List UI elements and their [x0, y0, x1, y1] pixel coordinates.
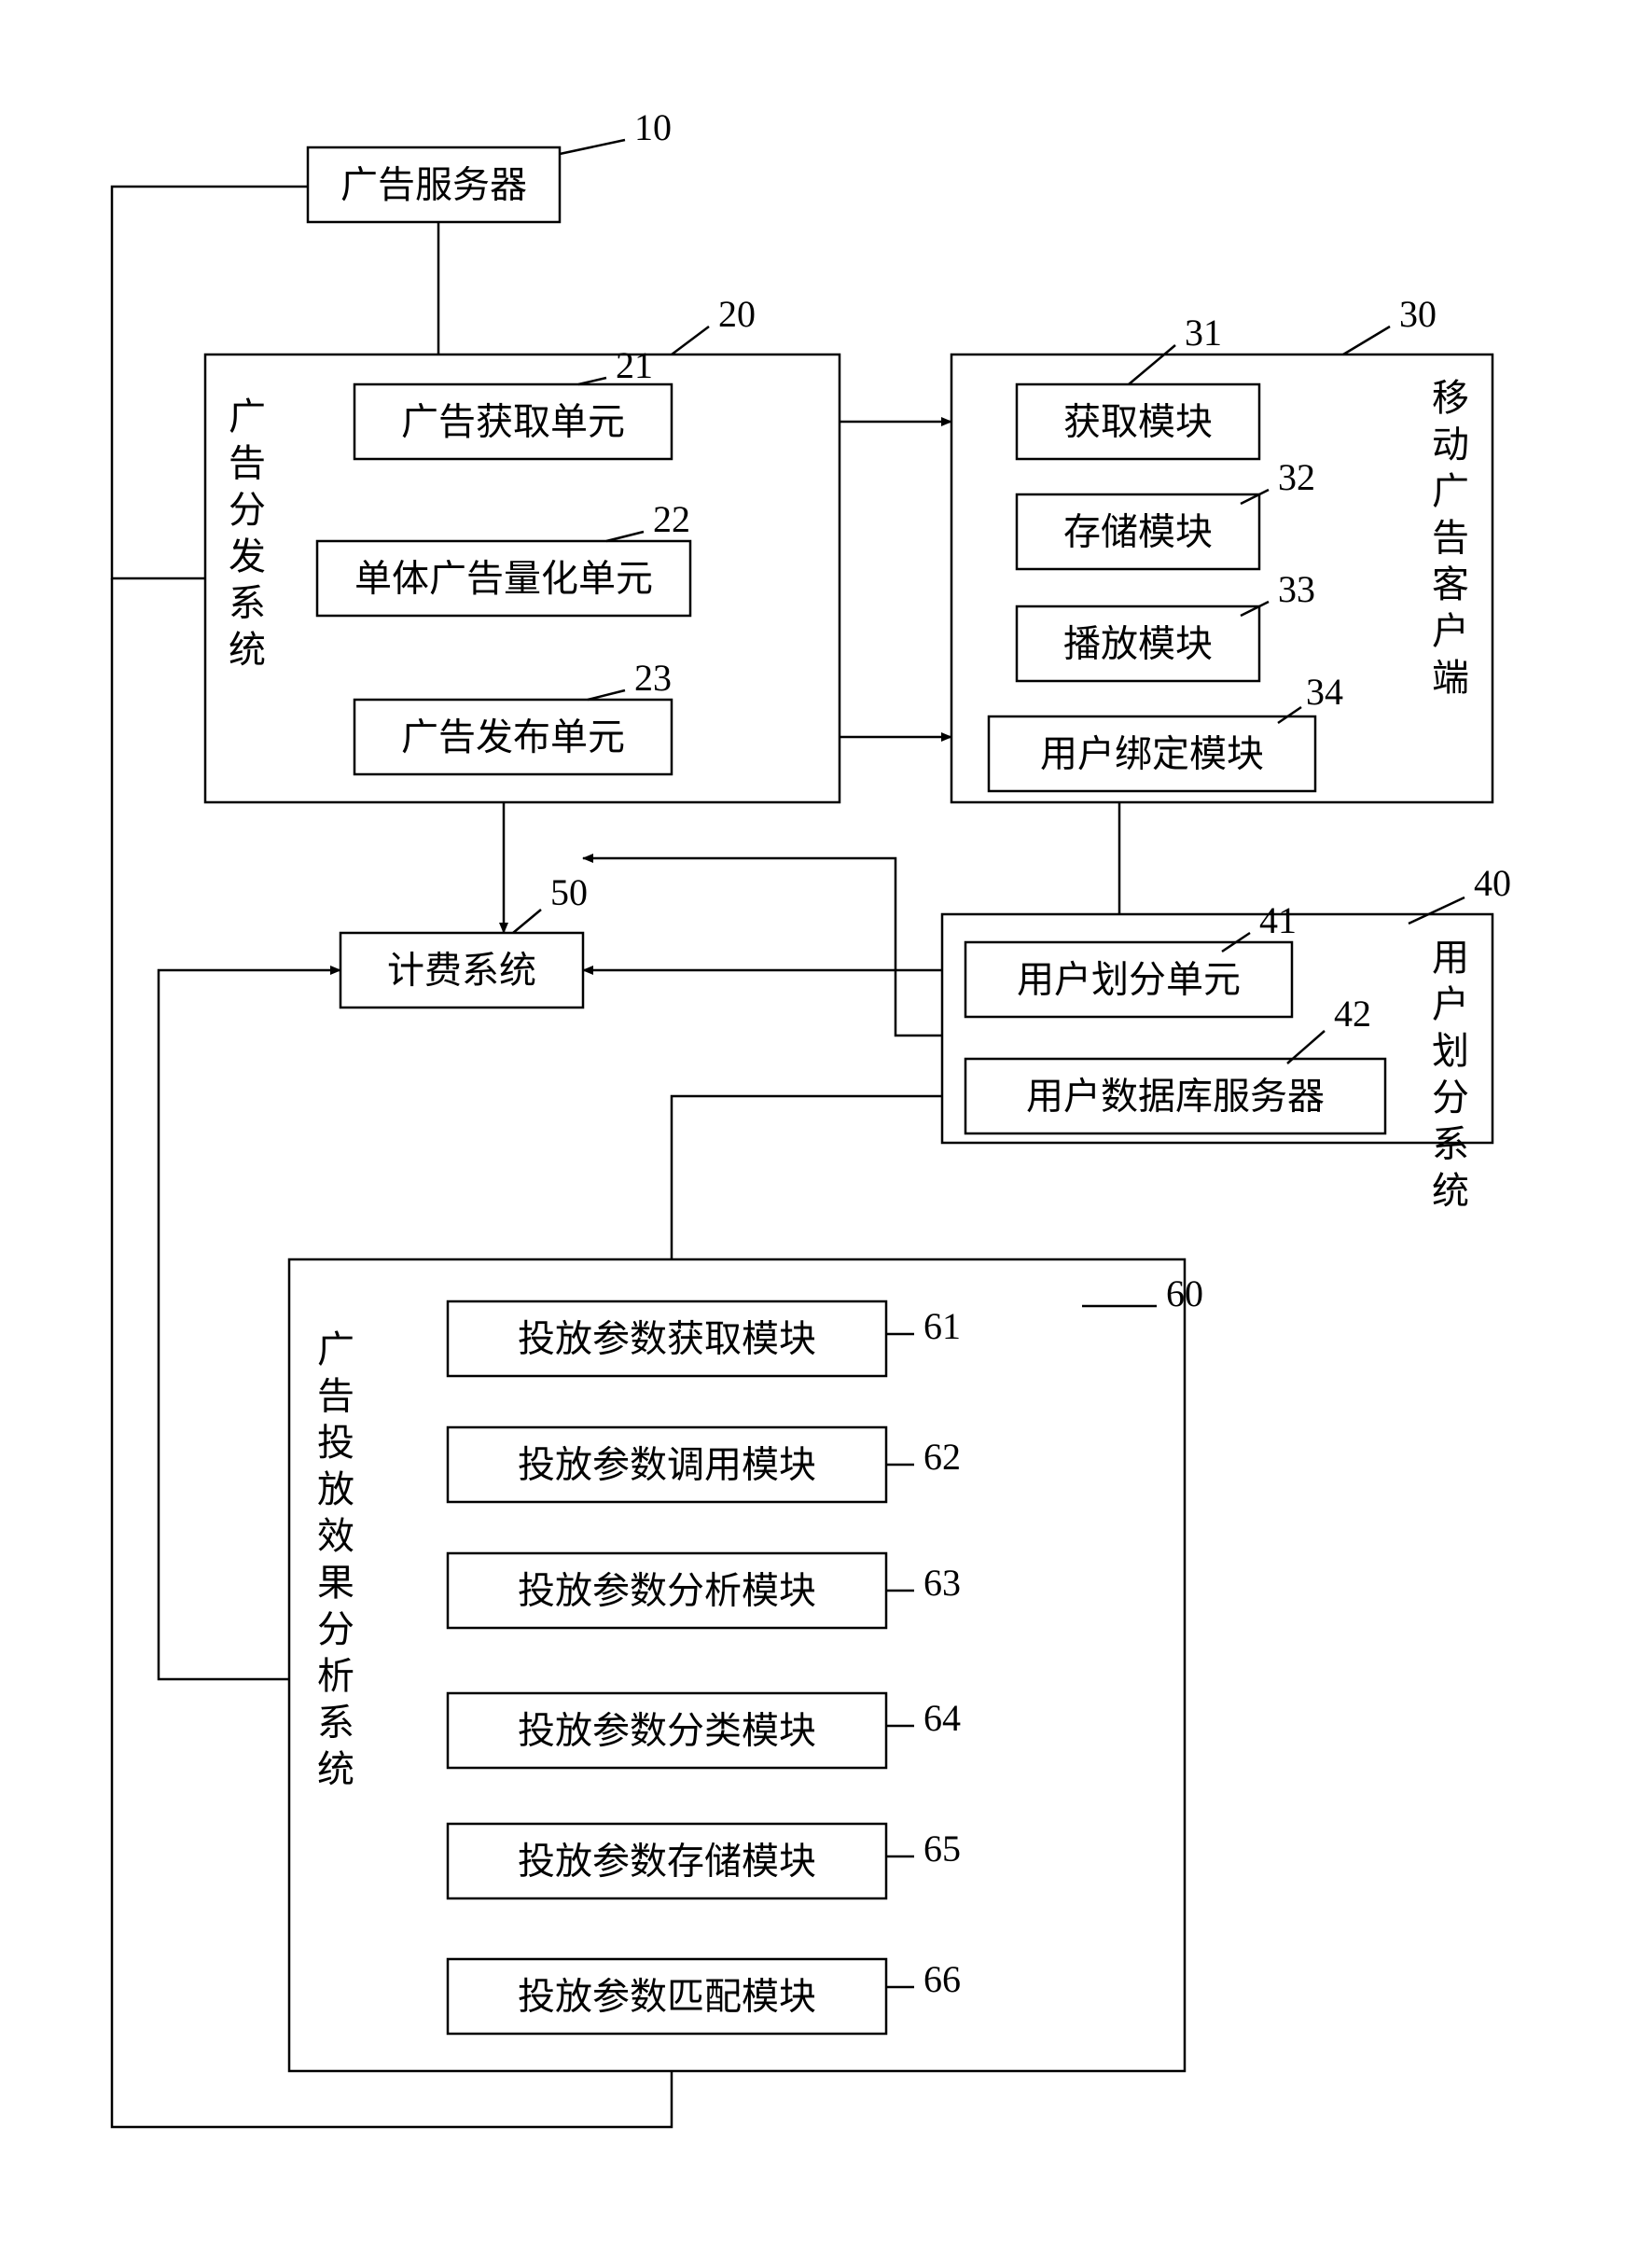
node-label-n34: 用户绑定模块: [1040, 733, 1264, 775]
leader-line: [560, 140, 625, 154]
diagram-canvas: 广告分发系统20移动广告客户端30用户划分系统40广告投放效果分析系统60广告服…: [0, 0, 1652, 2252]
node-number-n10: 10: [634, 106, 672, 148]
node-label-n61: 投放参数获取模块: [518, 1318, 816, 1360]
node-label-n62: 投放参数调用模块: [518, 1444, 816, 1486]
node-label-n65: 投放参数存储模块: [518, 1841, 816, 1883]
node-number-n64: 64: [923, 1697, 961, 1739]
leader-line: [1343, 327, 1390, 354]
node-label-n32: 存储模块: [1063, 511, 1213, 553]
node-label-n21: 广告获取单元: [401, 401, 625, 443]
node-number-n65: 65: [923, 1828, 961, 1870]
node-number-n50: 50: [550, 871, 588, 913]
node-number-n20: 20: [718, 293, 756, 335]
node-label-n23: 广告发布单元: [401, 716, 625, 758]
node-number-n21: 21: [616, 344, 653, 386]
node-number-n32: 32: [1278, 456, 1315, 498]
node-number-n23: 23: [634, 657, 672, 699]
node-label-n50: 计费系统: [387, 950, 536, 992]
node-label-n63: 投放参数分析模块: [518, 1570, 816, 1612]
node-number-n34: 34: [1306, 671, 1343, 713]
node-label-n66: 投放参数匹配模块: [518, 1976, 816, 2018]
node-number-n60: 60: [1166, 1272, 1203, 1314]
leader-line: [672, 327, 709, 354]
node-label-n41: 用户划分单元: [1017, 959, 1241, 1001]
node-label-n33: 播放模块: [1063, 623, 1213, 665]
leader-line: [513, 910, 541, 933]
node-number-n40: 40: [1474, 862, 1511, 904]
node-number-n22: 22: [653, 498, 690, 540]
node-number-n66: 66: [923, 1958, 961, 2000]
edge: [583, 858, 942, 1036]
node-label-n10: 广告服务器: [340, 164, 527, 206]
node-number-n33: 33: [1278, 568, 1315, 610]
node-n60: [289, 1259, 1185, 2071]
node-number-n42: 42: [1334, 993, 1371, 1035]
node-number-n31: 31: [1185, 312, 1222, 354]
node-number-n41: 41: [1259, 899, 1297, 941]
node-number-n62: 62: [923, 1436, 961, 1478]
node-vlabel-n30: 移动广告客户端: [1432, 377, 1469, 699]
node-label-n64: 投放参数分类模块: [518, 1710, 816, 1752]
node-label-n42: 用户数据库服务器: [1026, 1076, 1325, 1118]
node-number-n30: 30: [1399, 293, 1437, 335]
node-label-n22: 单体广告量化单元: [354, 558, 653, 600]
node-number-n63: 63: [923, 1562, 961, 1604]
node-label-n31: 获取模块: [1063, 401, 1213, 443]
node-number-n61: 61: [923, 1305, 961, 1347]
